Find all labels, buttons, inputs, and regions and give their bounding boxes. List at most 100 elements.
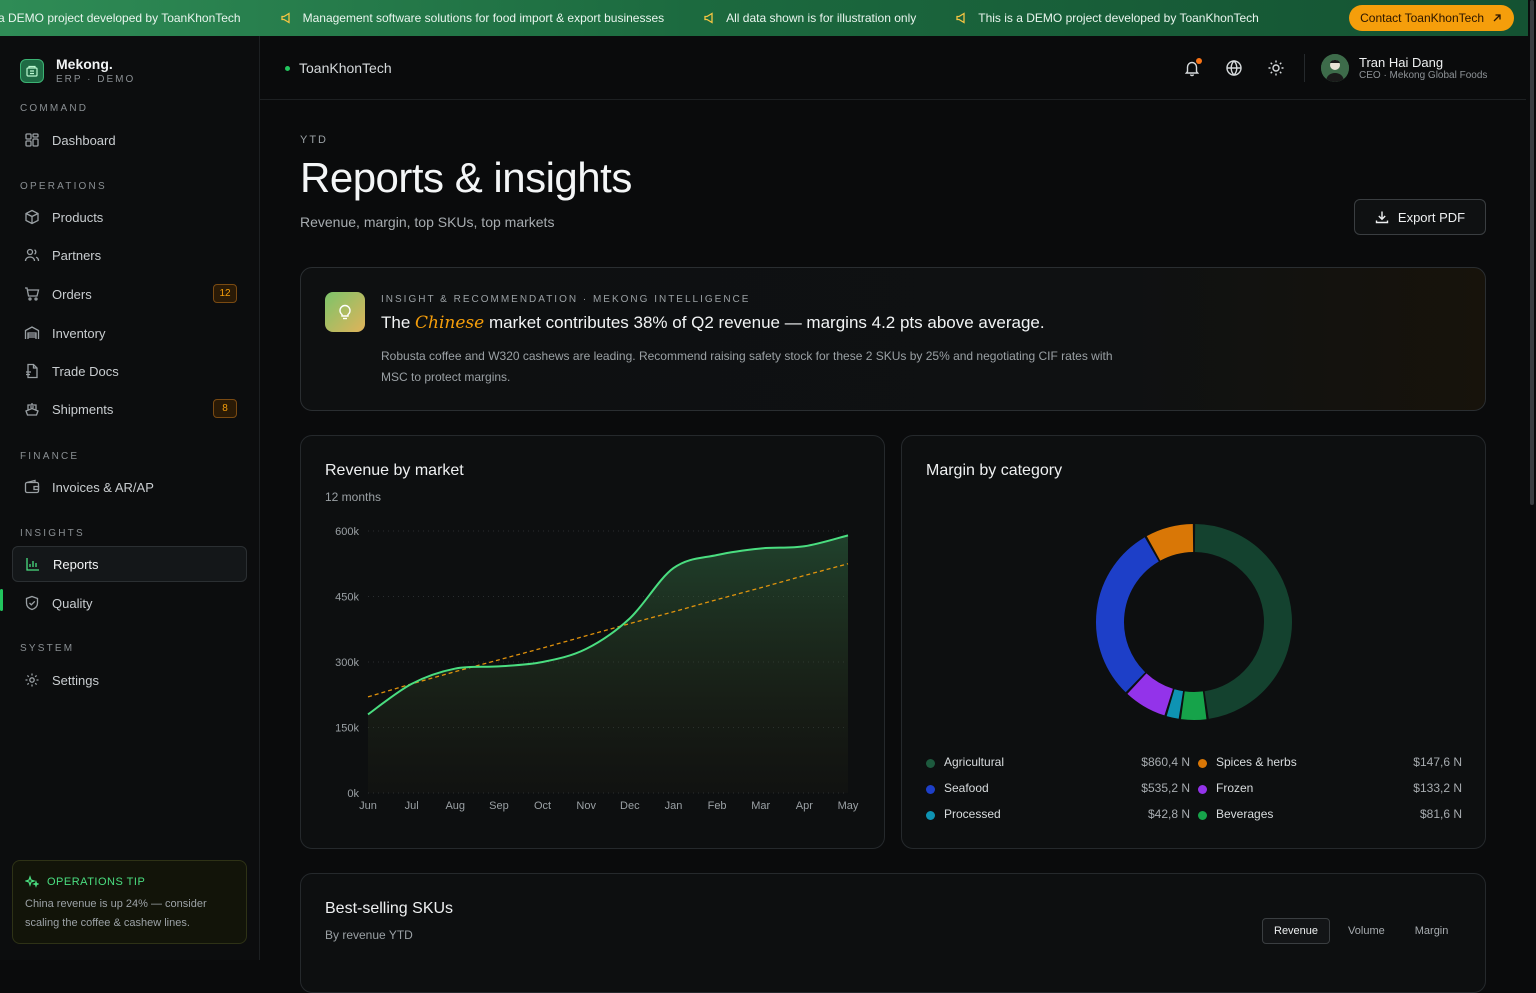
card-title: Best-selling SKUs: [325, 900, 454, 917]
sidebar-item-orders[interactable]: Orders 12: [12, 276, 247, 312]
banner-message: All data shown is for illustration only: [704, 11, 916, 25]
sidebar-item-reports[interactable]: Reports: [12, 546, 247, 582]
banner-message-text: All data shown is for illustration only: [726, 11, 917, 25]
legend-value: $147,6 N: [1413, 755, 1462, 769]
contact-button[interactable]: Contact ToanKhonTech: [1349, 5, 1514, 31]
wallet-icon: [22, 477, 42, 497]
user-name[interactable]: Tran Hai Dang: [1359, 55, 1444, 70]
legend-label: Seafood: [944, 781, 989, 795]
x-tick-label: Feb: [708, 800, 727, 812]
card-title: Margin by category: [926, 462, 1063, 479]
demo-banner: This is a DEMO project developed by Toan…: [0, 0, 1536, 36]
donut-slice-agricultural[interactable]: [1194, 524, 1292, 719]
active-indicator: [0, 589, 3, 611]
insight-headline-pre: The: [381, 313, 416, 332]
legend-value: $133,2 N: [1413, 781, 1462, 795]
sidebar-item-products[interactable]: Products: [12, 199, 247, 235]
page-scrollbar[interactable]: [1528, 0, 1536, 960]
insight-headline-highlight: Chinese: [415, 313, 485, 333]
x-tick-label: Jan: [665, 800, 683, 812]
legend-swatch: [926, 785, 935, 794]
gear-icon: [22, 670, 42, 690]
scrollbar-thumb[interactable]: [1530, 0, 1534, 505]
legend-value: $42,8 N: [1147, 807, 1190, 821]
margin-donut-chart[interactable]: [902, 436, 1487, 736]
legend-item[interactable]: Spices & herbs $147,6 N: [1198, 754, 1462, 772]
box-icon: [22, 207, 42, 227]
users-icon: [22, 245, 42, 265]
sidebar-item-dashboard[interactable]: Dashboard: [12, 122, 247, 158]
main-content: YTD Reports & insights Revenue, margin, …: [260, 100, 1526, 993]
legend-swatch: [1198, 759, 1207, 768]
page-subtitle: Revenue, margin, top SKUs, top markets: [300, 214, 555, 230]
legend-item[interactable]: Beverages $81,6 N: [1198, 806, 1462, 824]
breadcrumb[interactable]: ToanKhonTech: [285, 60, 392, 76]
nav-section-finance: FINANCE: [20, 451, 80, 462]
sidebar: Mekong. ERP · DEMO COMMAND Dashboard OPE…: [0, 36, 260, 960]
document-icon: [22, 361, 42, 381]
sparkle-icon: [25, 875, 39, 888]
page-eyebrow: YTD: [300, 134, 328, 146]
sidebar-item-invoices[interactable]: Invoices & AR/AP: [12, 469, 247, 505]
y-tick-label: 450k: [335, 592, 359, 604]
card-subtitle: 12 months: [325, 490, 382, 504]
shipments-count-badge: 8: [213, 399, 237, 418]
donut-slice-frozen[interactable]: [1127, 672, 1174, 716]
legend-swatch: [926, 759, 935, 768]
sidebar-item-shipments[interactable]: Shipments 8: [12, 391, 247, 427]
sidebar-item-trade-docs[interactable]: Trade Docs: [12, 353, 247, 389]
sidebar-item-settings[interactable]: Settings: [12, 662, 247, 698]
sidebar-item-label: Partners: [52, 247, 102, 263]
tab-margin[interactable]: Margin: [1403, 918, 1461, 944]
card-subtitle: By revenue YTD: [325, 928, 413, 942]
legend-value: $860,4 N: [1141, 755, 1190, 769]
tab-revenue[interactable]: Revenue: [1262, 918, 1331, 944]
y-tick-label: 600k: [335, 526, 359, 538]
legend-value: $535,2 N: [1141, 781, 1190, 795]
sidebar-item-partners[interactable]: Partners: [12, 237, 247, 273]
nav-section-insights: INSIGHTS: [20, 528, 85, 539]
sun-icon[interactable]: [1266, 58, 1286, 78]
sidebar-item-label: Products: [52, 209, 104, 225]
brand[interactable]: Mekong. ERP · DEMO: [20, 56, 135, 85]
donut-slice-beverages[interactable]: [1180, 691, 1207, 720]
breadcrumb-label: ToanKhonTech: [299, 60, 392, 76]
x-tick-label: Mar: [751, 800, 770, 812]
banner-message-text: This is a DEMO project developed by Toan…: [978, 11, 1259, 25]
donut-slice-processed[interactable]: [1166, 689, 1184, 719]
x-tick-label: Aug: [445, 800, 465, 812]
sidebar-item-label: Shipments: [52, 401, 114, 417]
sidebar-item-quality[interactable]: Quality: [12, 585, 247, 621]
globe-icon[interactable]: [1224, 58, 1244, 78]
brand-name: Mekong.: [56, 56, 113, 72]
legend-swatch: [1198, 811, 1207, 820]
sidebar-item-label: Reports: [53, 556, 99, 572]
donut-slice-seafood[interactable]: [1096, 537, 1160, 693]
download-icon: [1375, 211, 1389, 224]
donut-slice-spices-herbs[interactable]: [1146, 524, 1194, 561]
brand-logo-icon: [20, 58, 44, 83]
y-tick-label: 0k: [347, 788, 359, 800]
nav-section-command: COMMAND: [20, 103, 89, 114]
sidebar-item-inventory[interactable]: Inventory: [12, 315, 247, 351]
avatar[interactable]: [1321, 54, 1349, 82]
sidebar-item-label: Settings: [52, 672, 99, 688]
legend-item[interactable]: Frozen $133,2 N: [1198, 780, 1462, 798]
brand-subtitle: ERP · DEMO: [56, 74, 136, 85]
revenue-chart[interactable]: 0k 150k 300k 450k 600k Jun Jul Aug Sep Oct Nov Dec J…: [301, 436, 886, 850]
shield-check-icon: [22, 593, 42, 613]
dashboard-icon: [22, 130, 42, 150]
x-tick-label: Nov: [576, 800, 596, 812]
insight-body: Robusta coffee and W320 cashews are lead…: [381, 349, 1113, 384]
legend-item[interactable]: Seafood $535,2 N: [926, 780, 1190, 798]
revenue-line: [367, 534, 849, 716]
export-pdf-button[interactable]: Export PDF: [1354, 199, 1486, 235]
legend-item[interactable]: Agricultural $860,4 N: [926, 754, 1190, 772]
megaphone-icon: [956, 12, 965, 24]
bell-icon[interactable]: [1182, 58, 1202, 78]
revenue-area: [368, 535, 848, 793]
tab-volume[interactable]: Volume: [1336, 918, 1397, 944]
legend-item[interactable]: Processed $42,8 N: [926, 806, 1190, 824]
cart-icon: [22, 284, 42, 304]
top-bar: ToanKhonTech Tran Hai Dang CEO · Mekong …: [260, 36, 1526, 100]
